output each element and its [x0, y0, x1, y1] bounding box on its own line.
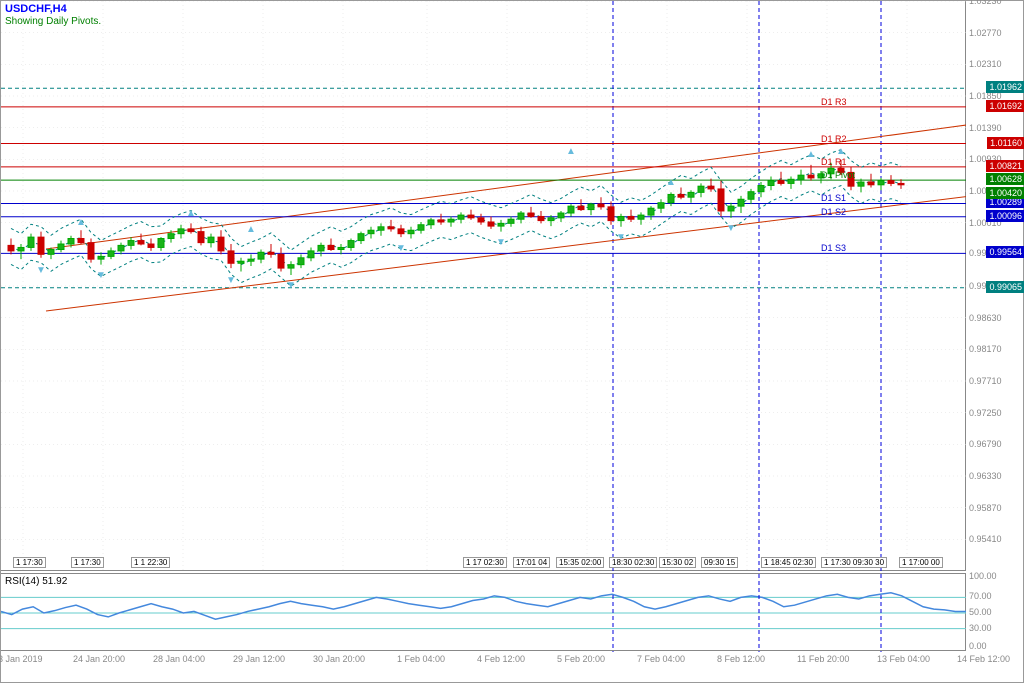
- price-chart[interactable]: USDCHF,H4 Showing Daily Pivots. D1 R3D1 …: [1, 1, 966, 571]
- time-xaxis: 23 Jan 201924 Jan 20:0028 Jan 04:0029 Ja…: [1, 652, 966, 682]
- rsi-yaxis: 100.0030.0050.0070.000.00: [966, 573, 1024, 651]
- chart-overlay: D1 R3D1 R2D1 R1D1 PivotD1 S1D1 S2D1 S3▲▲…: [1, 1, 965, 570]
- rsi-label: RSI(14) 51.92: [5, 576, 67, 587]
- rsi-chart[interactable]: RSI(14) 51.92: [1, 573, 966, 651]
- price-yaxis: 1.032301.027701.023101.018501.013901.009…: [966, 1, 1024, 571]
- chart-container: USDCHF,H4 Showing Daily Pivots. D1 R3D1 …: [0, 0, 1024, 683]
- rsi-svg: [1, 574, 966, 652]
